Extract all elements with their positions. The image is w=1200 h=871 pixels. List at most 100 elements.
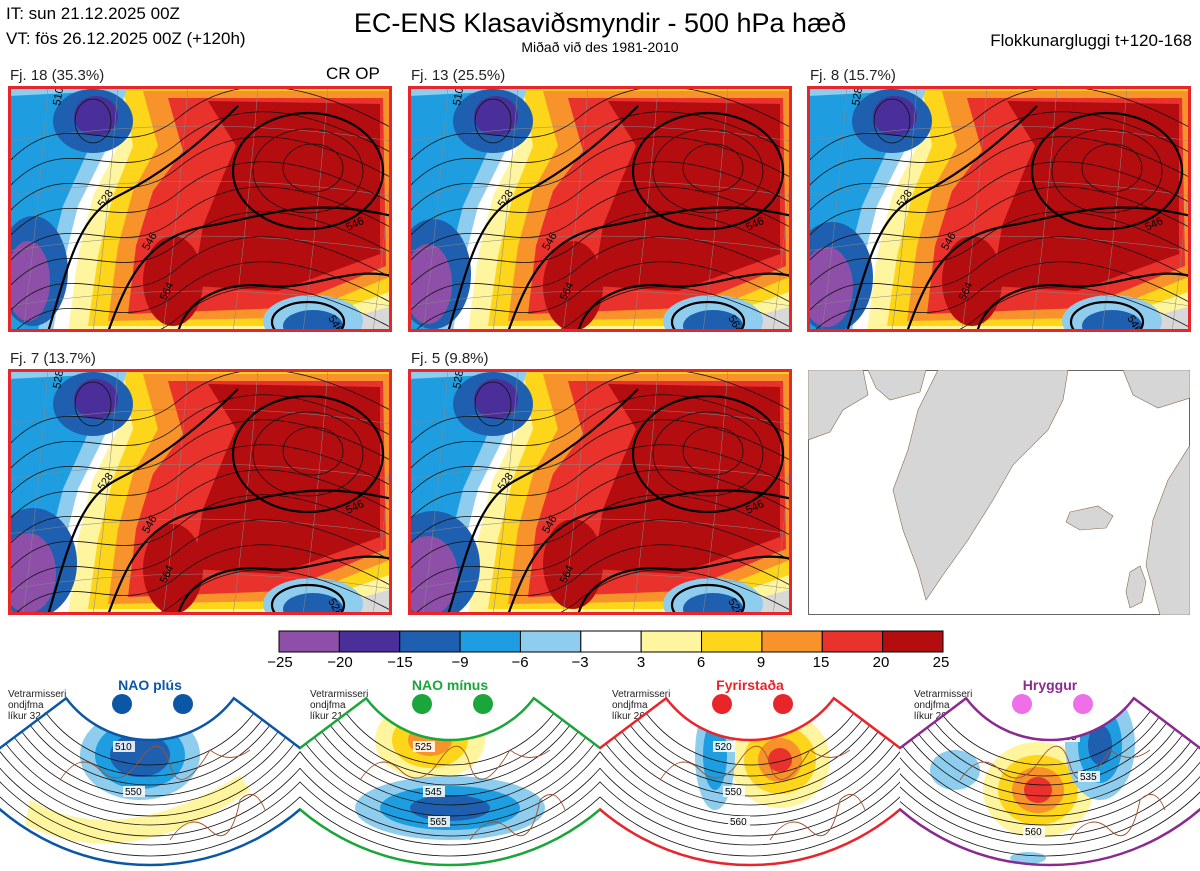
low-contour-bold (270, 300, 346, 329)
height-contour-thin (815, 261, 1188, 329)
classification-window: Flokkunargluggi t+120-168 (990, 31, 1192, 50)
height-contour-thin (810, 211, 1188, 286)
graticule-parallel (11, 573, 389, 589)
colorbar-swatch (701, 630, 763, 653)
graticule-meridian (892, 89, 918, 329)
colorbar-tick-10: 15 (812, 654, 830, 671)
colorbar-swatch (761, 630, 823, 653)
height-contour-thin (411, 186, 789, 261)
contour-label: 528 (51, 369, 66, 389)
regime-marker-dot (1012, 694, 1032, 714)
low-contour (474, 381, 512, 427)
trough-core-southeast (1082, 310, 1142, 329)
anomaly-positive (1024, 777, 1052, 803)
colorbar-tick-1: −25 (267, 654, 293, 671)
coastline (769, 793, 866, 841)
colorbar-swatch (821, 630, 884, 653)
contour-label-bg (413, 741, 435, 752)
height-contour-bold-546 (507, 489, 789, 612)
colorbar-swatch (580, 630, 642, 653)
high-contour (652, 411, 764, 497)
colorbar-swatch (338, 630, 401, 653)
contour-label-bg (1078, 771, 1100, 782)
trough-center-north (474, 379, 518, 419)
regime-contour (0, 698, 300, 826)
height-contour-bold-528 (447, 105, 639, 329)
contour-label-bg (428, 816, 450, 827)
colorbar-tick-12: 25 (932, 654, 950, 671)
scandinavia-land (1145, 444, 1190, 615)
regime-frame (300, 696, 600, 867)
anomaly-negative (1010, 852, 1046, 864)
panel-label-2: Fj. 13 (25.5%) (411, 67, 506, 84)
regime-marker-dot (1073, 694, 1093, 714)
colorbar-swatch (459, 630, 521, 653)
regime-contour (900, 698, 1196, 786)
regime-contour (619, 698, 881, 766)
graticule-parallel (810, 235, 1188, 251)
graticule-meridian (493, 89, 519, 329)
height-contour-thin (411, 394, 789, 469)
graticule-parallel (810, 290, 1188, 306)
high-contour (1051, 128, 1163, 214)
graticule-parallel (411, 463, 789, 479)
height-contour-thin (411, 211, 789, 286)
graticule-parallel (11, 180, 389, 196)
high-contour (652, 128, 764, 214)
height-contour-thin (16, 261, 389, 329)
height-contour-bold-546 (107, 489, 389, 612)
anomaly-warm-lobe (942, 236, 1002, 326)
regime-contour (900, 698, 1200, 817)
regime-title-1: NAO plús (118, 677, 182, 693)
height-contour-thin (560, 286, 789, 329)
height-contour-thin (11, 444, 389, 519)
height-contour-thin (411, 111, 789, 186)
colorbar-tick-8: 6 (696, 654, 706, 671)
graticule-meridian (423, 89, 449, 329)
page-title: EC-ENS Klasaviðsmyndir - 500 hPa hæð (353, 8, 847, 38)
height-contour-bold-564 (177, 272, 389, 329)
regime-contour (0, 698, 300, 806)
regime-map-nao-plus: 510 550 (0, 694, 300, 867)
graticule-meridian (822, 89, 848, 329)
trough-core-southeast (683, 593, 743, 612)
regime-contour (900, 698, 1200, 797)
height-contour-thin (11, 161, 389, 236)
high-contour-inner (1081, 143, 1143, 193)
height-contour-thin (16, 544, 389, 612)
contour-label: 510 (451, 86, 466, 106)
graticule-meridian (163, 89, 189, 329)
colorbar-swatch (399, 630, 461, 653)
regime-contour (319, 698, 581, 766)
regime-marker-dot (773, 694, 793, 714)
regime-title-2: NAO mínus (411, 677, 489, 693)
anomaly-positive (768, 748, 792, 772)
height-contour-thin (11, 469, 389, 544)
trough-center-west (11, 241, 50, 321)
contour-label: 520 (715, 742, 732, 753)
anomaly-negative (410, 795, 490, 821)
page-subtitle: Miðað við des 1981-2010 (521, 39, 679, 55)
regime-contour (600, 698, 900, 857)
svalbard-land (1122, 370, 1190, 409)
height-contour-thin (411, 161, 789, 236)
height-contour-thin (810, 89, 1188, 161)
regime-marker-dot (712, 694, 732, 714)
contour-label-bg (123, 786, 145, 797)
height-contour-thin (411, 494, 789, 569)
panel-label-3: Fj. 8 (15.7%) (810, 67, 896, 84)
regime-marker-dot (412, 694, 432, 714)
low-contour (474, 98, 512, 144)
contour-label: 550 (125, 787, 142, 798)
trough-center-north (74, 96, 118, 136)
anomaly-positive (25, 775, 250, 844)
height-contour-thin (810, 111, 1188, 186)
contour-label-bg (113, 741, 135, 752)
regime-contour (300, 698, 600, 786)
coastline (469, 793, 566, 841)
graticule-meridian (563, 89, 589, 329)
regime-frame (0, 696, 300, 867)
trough-center-north (873, 96, 917, 136)
